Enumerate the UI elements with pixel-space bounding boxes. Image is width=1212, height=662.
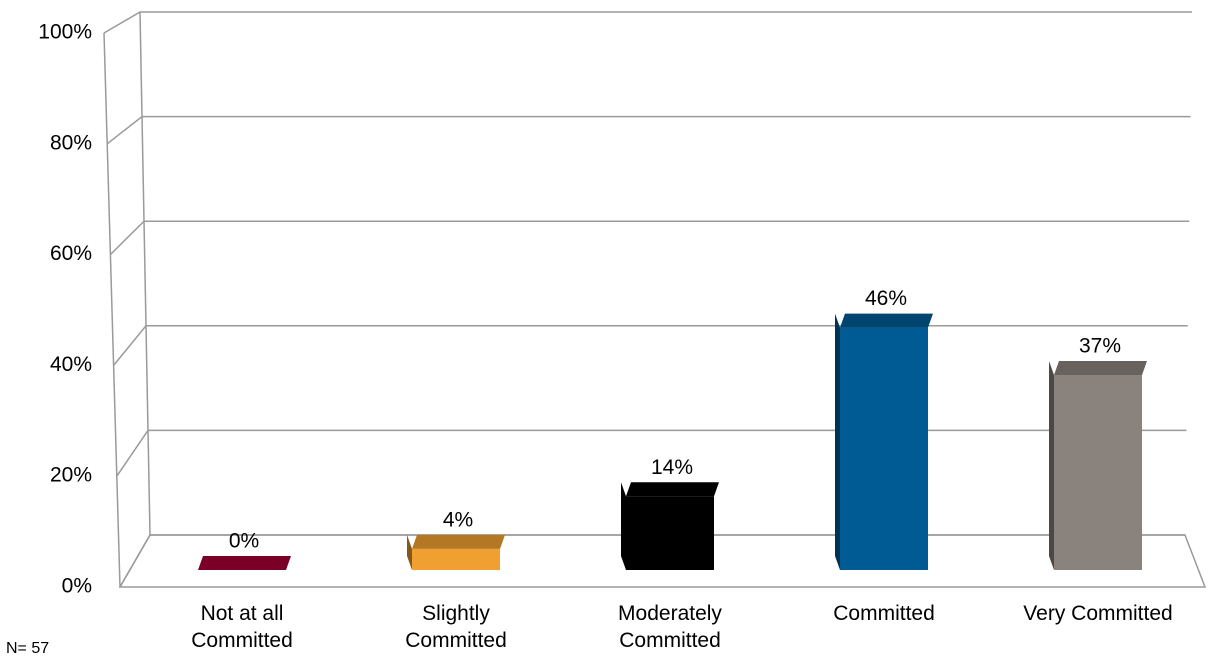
value-label: 46%: [865, 287, 907, 310]
y-tick-label: 40%: [50, 353, 92, 376]
grid-line: [113, 325, 1188, 366]
value-label: 0%: [229, 530, 259, 553]
bar: [1054, 375, 1142, 570]
bar-top: [626, 482, 719, 497]
bar-side: [193, 556, 198, 570]
y-tick-label: 60%: [50, 242, 92, 265]
grid-line: [103, 11, 1192, 34]
y-axis: [103, 32, 121, 588]
back-wall-edge: [139, 11, 151, 536]
x-tick-label: Very Committed: [1023, 602, 1173, 625]
bar: [840, 327, 928, 570]
y-tick-label: 0%: [62, 575, 92, 598]
grid-line: [109, 220, 1190, 256]
bar-top: [840, 313, 933, 328]
value-label: 14%: [651, 456, 693, 479]
bar-side: [621, 482, 626, 570]
bar-top: [198, 556, 291, 570]
x-tick-label: Committed: [833, 602, 935, 625]
y-tick-label: 100%: [38, 21, 92, 44]
sample-size-note: N= 57: [6, 640, 50, 657]
y-tick-label: 80%: [50, 131, 92, 154]
bar-top: [1054, 361, 1147, 376]
x-tick-label: Slightly Committed: [405, 602, 507, 652]
bar: [626, 496, 714, 570]
bar-side: [1049, 361, 1054, 570]
value-label: 37%: [1079, 335, 1121, 358]
bar-top: [412, 534, 505, 549]
bar: [412, 548, 500, 570]
bar-side: [835, 313, 840, 570]
x-tick-label: Not at all Committed: [191, 602, 293, 652]
y-tick-label: 20%: [50, 464, 92, 487]
value-label: 4%: [443, 508, 473, 531]
grid-line: [106, 115, 1191, 145]
x-tick-label: Moderately Committed: [618, 602, 722, 652]
bar-side: [407, 534, 412, 570]
